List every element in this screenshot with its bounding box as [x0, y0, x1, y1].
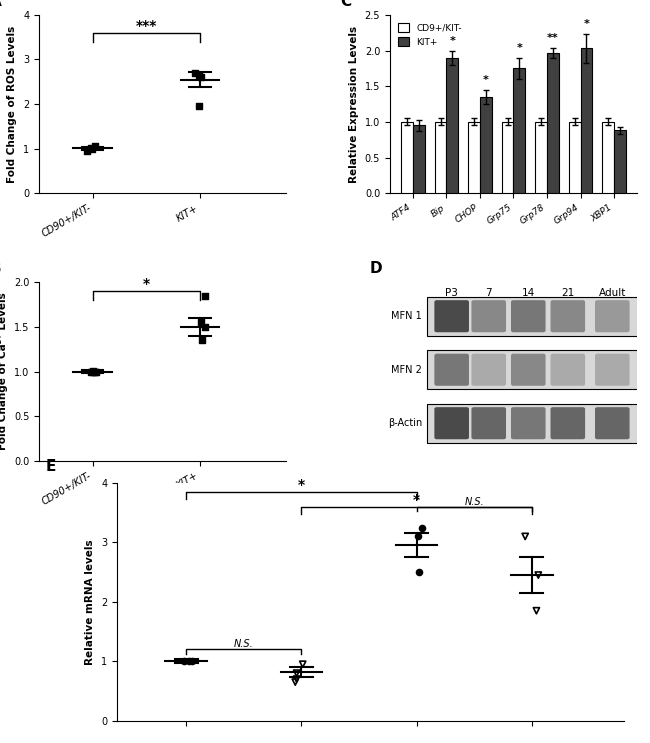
Point [200, 321, 211, 333]
Text: N.S.: N.S. [234, 640, 254, 649]
Point [414, 566, 424, 578]
Point [190, 67, 200, 79]
Text: **: ** [547, 33, 559, 42]
Point [531, 605, 541, 617]
Point [89, 366, 99, 377]
Point [86, 143, 97, 155]
Y-axis label: Relative Expression Levels: Relative Expression Levels [349, 25, 359, 183]
Point [90, 140, 100, 152]
Point [200, 290, 211, 302]
Text: Adult: Adult [599, 288, 626, 298]
Text: β-Actin: β-Actin [388, 418, 422, 428]
Text: MFN 2: MFN 2 [391, 365, 422, 374]
Text: D: D [370, 262, 383, 276]
FancyBboxPatch shape [427, 350, 642, 389]
Point [196, 71, 206, 83]
Point [533, 569, 543, 581]
Point [86, 366, 96, 378]
Bar [413, 126, 424, 193]
Text: N.S.: N.S. [464, 497, 484, 507]
FancyBboxPatch shape [434, 407, 469, 439]
Point [88, 365, 98, 377]
Point [291, 667, 302, 679]
FancyBboxPatch shape [595, 300, 630, 332]
Y-axis label: Relative mRNA levels: Relative mRNA levels [85, 539, 96, 665]
Bar [580, 48, 592, 193]
Text: *: * [143, 277, 150, 291]
Bar [502, 122, 514, 193]
Point [196, 317, 206, 328]
Text: *: * [413, 493, 420, 507]
FancyBboxPatch shape [511, 354, 545, 386]
FancyBboxPatch shape [595, 407, 630, 439]
Text: *: * [298, 478, 305, 492]
Text: ***: *** [136, 19, 157, 33]
Bar [514, 68, 525, 193]
Bar [468, 122, 480, 193]
Point [88, 366, 98, 377]
FancyBboxPatch shape [511, 300, 545, 332]
Bar [401, 122, 413, 193]
Bar [569, 122, 580, 193]
Y-axis label: Fold Change of ROS Levels: Fold Change of ROS Levels [7, 25, 18, 183]
FancyBboxPatch shape [471, 300, 506, 332]
Text: MFN 1: MFN 1 [391, 311, 422, 321]
FancyBboxPatch shape [427, 296, 642, 336]
Text: *: * [584, 19, 590, 29]
Text: 14: 14 [522, 288, 535, 298]
Point [520, 531, 530, 542]
FancyBboxPatch shape [471, 407, 506, 439]
Legend: CD9+/KIT-, KIT+: CD9+/KIT-, KIT+ [395, 19, 465, 51]
Point [187, 655, 198, 667]
Point [179, 655, 190, 667]
Bar [435, 122, 447, 193]
Text: P3: P3 [445, 288, 458, 298]
Point [413, 531, 423, 542]
FancyBboxPatch shape [427, 403, 642, 443]
Point [417, 522, 427, 533]
FancyBboxPatch shape [434, 354, 469, 386]
FancyBboxPatch shape [595, 354, 630, 386]
FancyBboxPatch shape [511, 407, 545, 439]
Text: A: A [0, 0, 1, 9]
Text: *: * [483, 75, 489, 85]
Bar [547, 53, 559, 193]
Y-axis label: Fold Change of Ca²⁺ Levels: Fold Change of Ca²⁺ Levels [0, 293, 8, 450]
Text: E: E [46, 459, 57, 474]
Text: 21: 21 [561, 288, 575, 298]
Point [85, 142, 96, 154]
FancyBboxPatch shape [551, 300, 585, 332]
Text: B: B [0, 262, 1, 276]
Point [194, 69, 205, 81]
Bar [480, 97, 491, 193]
Bar [614, 131, 626, 193]
Text: *: * [516, 42, 522, 53]
Bar [603, 122, 614, 193]
Point [194, 100, 205, 112]
Point [91, 366, 101, 377]
FancyBboxPatch shape [434, 300, 469, 332]
Point [82, 145, 92, 157]
Text: 7: 7 [486, 288, 492, 298]
FancyBboxPatch shape [551, 407, 585, 439]
Point [298, 658, 308, 670]
Point [184, 655, 194, 667]
Text: C: C [341, 0, 352, 9]
Text: *: * [449, 36, 455, 45]
FancyBboxPatch shape [471, 354, 506, 386]
Point [197, 334, 207, 346]
Point [290, 676, 300, 688]
Bar [447, 58, 458, 193]
Point [291, 673, 302, 685]
Bar [535, 122, 547, 193]
FancyBboxPatch shape [551, 354, 585, 386]
